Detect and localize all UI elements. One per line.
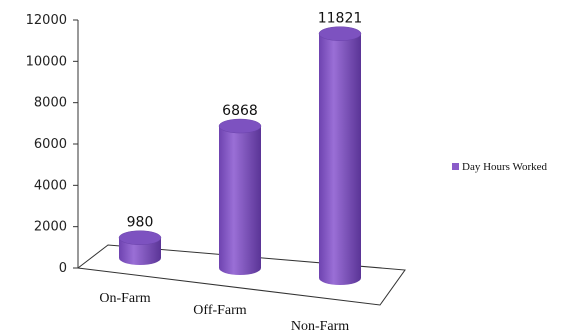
bar-off-farm: [218, 118, 262, 275]
legend-swatch: [452, 163, 459, 170]
data-label: 6868: [222, 103, 258, 119]
bar-top: [218, 118, 262, 134]
bar-on-farm: [118, 230, 162, 265]
y-tick-label: 2000: [34, 220, 67, 235]
y-tick-label: 4000: [34, 178, 67, 193]
y-tick-label: 8000: [34, 96, 67, 111]
bar-top: [118, 230, 162, 245]
y-tick-labels: 0 2000 4000 6000 8000 10000 12000: [26, 13, 67, 276]
y-tick-label: 10000: [26, 54, 67, 69]
category-label: On-Farm: [99, 291, 150, 306]
category-label: Off-Farm: [193, 303, 247, 318]
legend-label: Day Hours Worked: [462, 161, 548, 173]
floor-plane: [76, 244, 406, 306]
bar-body: [119, 237, 161, 265]
category-label: Non-Farm: [291, 319, 349, 334]
legend: Day Hours Worked: [452, 161, 548, 173]
data-label: 980: [127, 215, 154, 231]
bar-body: [219, 126, 261, 275]
bar-top: [318, 26, 362, 41]
bar-body: [319, 33, 361, 285]
y-tick-label: 6000: [34, 137, 67, 152]
axes: [73, 19, 406, 306]
y-tick-label: 0: [59, 261, 67, 276]
data-labels: 980 6868 11821: [127, 11, 363, 231]
bars: [118, 26, 362, 285]
y-tick-label: 12000: [26, 13, 67, 28]
data-label: 11821: [318, 11, 363, 27]
category-labels: On-Farm Off-Farm Non-Farm: [99, 291, 349, 334]
bar-non-farm: [318, 26, 362, 285]
